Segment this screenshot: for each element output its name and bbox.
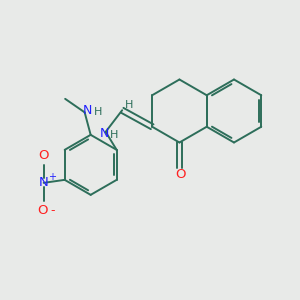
Text: -: - [50, 204, 55, 217]
Text: N: N [39, 176, 49, 189]
Text: H: H [110, 130, 118, 140]
Text: H: H [94, 107, 102, 117]
Text: +: + [48, 172, 56, 182]
Text: H: H [124, 100, 133, 110]
Text: N: N [83, 104, 92, 117]
Text: O: O [176, 168, 186, 181]
Text: O: O [38, 149, 49, 162]
Text: O: O [37, 204, 47, 217]
Text: N: N [100, 127, 109, 140]
